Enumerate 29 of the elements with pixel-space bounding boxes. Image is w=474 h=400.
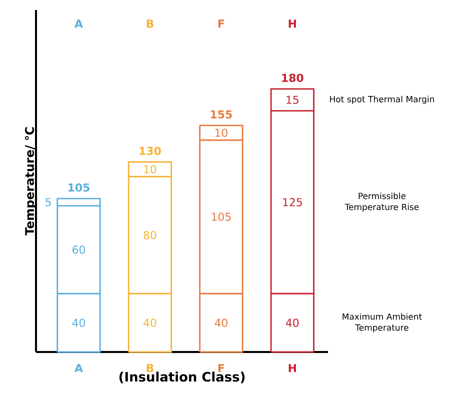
x-tick-label: H — [288, 20, 296, 28]
data-label: 40 — [144, 318, 156, 327]
data-label: 40 — [214, 318, 228, 327]
data-label: 105 — [212, 212, 231, 221]
x-axis-title: (Insulation Class) — [119, 372, 245, 384]
total-label: 155 — [210, 110, 232, 119]
total-label: 105 — [68, 183, 90, 192]
text: Maximum Ambient Temperature — [342, 313, 422, 332]
x-tick-label: F — [218, 20, 224, 28]
data-label: 80 — [144, 230, 156, 240]
data-label: 15 — [286, 96, 298, 104]
y-axis-title: Temperature/ ℃ — [24, 127, 36, 236]
series-label: Hot spot Thermal Margin — [330, 96, 434, 104]
category-label: B — [146, 364, 154, 372]
data-label: 125 — [283, 198, 302, 206]
x-tick-label: A — [74, 20, 83, 28]
data-label: 5 — [46, 198, 51, 206]
category-label: H — [288, 364, 296, 372]
data-label: 40 — [72, 318, 85, 327]
category-label: F — [218, 364, 224, 372]
total-label: 130 — [140, 146, 161, 156]
data-label: 60 — [72, 246, 85, 254]
total-label: 180 — [282, 74, 304, 82]
category-label: A — [74, 364, 83, 372]
data-label: 10 — [215, 128, 228, 137]
data-label: 40 — [286, 318, 299, 327]
x-tick-label: B — [146, 20, 154, 28]
data-label: 10 — [144, 165, 156, 174]
text: Permissible Temperature Rise — [344, 192, 419, 212]
